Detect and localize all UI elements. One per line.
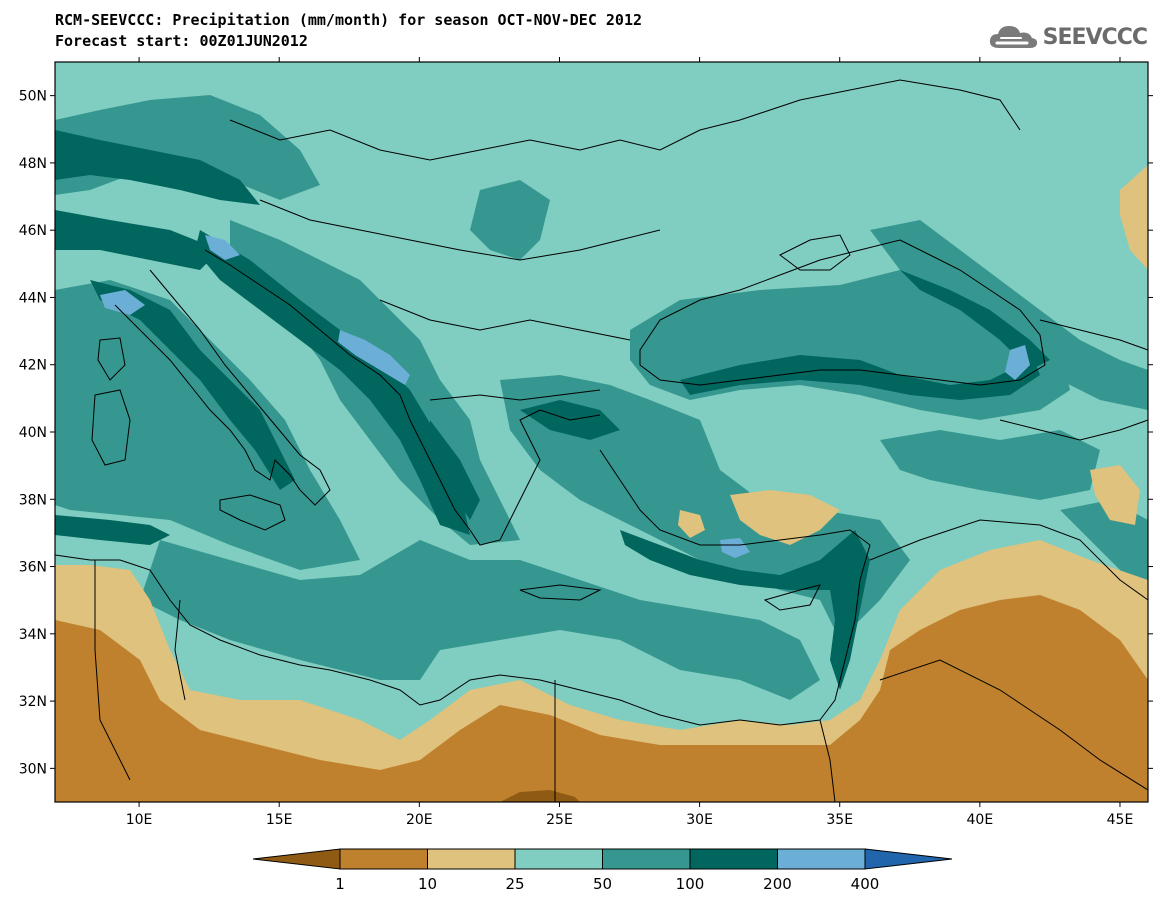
colorbar-label: 10 bbox=[418, 875, 437, 893]
colorbar-segment bbox=[689, 848, 778, 870]
colorbar-label: 1 bbox=[335, 875, 345, 893]
lat-tick-label: 42N bbox=[19, 358, 47, 374]
border-balkans-south bbox=[379, 299, 631, 341]
field-100-200-tunisia bbox=[55, 515, 170, 545]
coast-sardinia bbox=[91, 389, 131, 466]
coast-turkey-south bbox=[599, 449, 871, 546]
logo-text: SEEVCCC bbox=[1042, 24, 1148, 50]
colorbar-label: 400 bbox=[851, 875, 880, 893]
lat-tick-label: 48N bbox=[19, 156, 47, 172]
colorbar-label: 200 bbox=[763, 875, 792, 893]
border-turkey-east bbox=[999, 419, 1148, 441]
border-libya-tunisia bbox=[174, 599, 186, 701]
map-title: RCM-SEEVCCC: Precipitation (mm/month) fo… bbox=[55, 11, 642, 29]
field-50-100-tyrrhenian-adriatic bbox=[55, 280, 360, 570]
forecast-start: Forecast start: 00Z01JUN2012 bbox=[55, 32, 308, 50]
field-200-400-georgia bbox=[1005, 345, 1030, 380]
lon-tick-label: 40E bbox=[967, 812, 994, 828]
lon-tick-label: 15E bbox=[266, 812, 293, 828]
colorbar-segment bbox=[339, 848, 428, 870]
coast-black-sea bbox=[639, 239, 1046, 386]
lat-tick-label: 40N bbox=[19, 425, 47, 441]
field-100-200-dinaric bbox=[195, 230, 470, 535]
field-10-25-syria-east bbox=[1090, 465, 1140, 525]
border-balkans-north bbox=[259, 199, 661, 261]
colorbar-upper-triangle bbox=[864, 848, 953, 870]
colorbar-lower-triangle bbox=[252, 848, 341, 870]
field-10-25-anatolia-west bbox=[678, 510, 705, 538]
seevccc-logo: SEEVCCC bbox=[987, 22, 1148, 52]
coastlines-borders bbox=[55, 79, 1148, 802]
lat-tick-label: 50N bbox=[19, 89, 47, 105]
border-caucasus bbox=[1039, 319, 1148, 351]
border-central-europe bbox=[229, 79, 1021, 161]
coast-greece bbox=[469, 409, 601, 546]
field-10-25-anatolia-plateau bbox=[730, 490, 840, 545]
coast-levant bbox=[819, 544, 871, 721]
longitude-ticks: 10E 15E 20E 25E 30E 35E 40E 45E bbox=[126, 57, 1134, 828]
lat-tick-label: 34N bbox=[19, 627, 47, 643]
lon-tick-label: 25E bbox=[546, 812, 573, 828]
field-100-200-italy-west bbox=[55, 210, 220, 270]
coast-cyprus bbox=[763, 584, 821, 611]
colorbar-label: 25 bbox=[505, 875, 524, 893]
field-10-25-caspian bbox=[1120, 165, 1148, 270]
coast-crete bbox=[519, 584, 602, 601]
border-jordan-saudi bbox=[879, 659, 1148, 791]
field-200-400-liguria bbox=[100, 290, 145, 315]
coast-adriatic-east bbox=[204, 249, 471, 531]
lat-tick-label: 38N bbox=[19, 492, 47, 508]
lat-tick-label: 30N bbox=[19, 761, 47, 777]
field-200-400-montenegro bbox=[338, 330, 410, 385]
coast-crimea bbox=[779, 234, 851, 271]
coast-north-africa bbox=[55, 554, 821, 726]
field-100-200-taurus bbox=[620, 530, 870, 690]
lat-tick-label: 36N bbox=[19, 560, 47, 576]
lat-tick-label: 46N bbox=[19, 223, 47, 239]
lon-tick-label: 45E bbox=[1107, 812, 1134, 828]
lon-tick-label: 20E bbox=[406, 812, 433, 828]
lat-tick-label: 32N bbox=[19, 694, 47, 710]
field-1-10-north-africa bbox=[55, 595, 1148, 802]
coast-italy bbox=[114, 269, 331, 506]
border-syria-iraq bbox=[869, 519, 1148, 601]
field-50-100-carpathians bbox=[470, 180, 550, 260]
lat-tick-label: 44N bbox=[19, 290, 47, 306]
colorbar-label: 100 bbox=[676, 875, 705, 893]
field-100-200-caucasus bbox=[900, 270, 1050, 370]
colorbar-label: 50 bbox=[593, 875, 612, 893]
border-greece-north bbox=[429, 389, 601, 401]
colorbar-segment bbox=[777, 848, 866, 870]
field-100-200-alps bbox=[55, 130, 260, 205]
field-200-400-julian bbox=[205, 235, 240, 260]
colorbar-segment bbox=[427, 848, 516, 870]
coast-corsica bbox=[97, 337, 126, 381]
colorbar: 1 10 25 50 100 200 400 bbox=[252, 848, 953, 893]
title-block: RCM-SEEVCCC: Precipitation (mm/month) fo… bbox=[55, 10, 642, 52]
colorbar-segment bbox=[514, 848, 603, 870]
precipitation-field bbox=[55, 62, 1148, 802]
field-50-100-anatolia-east bbox=[880, 430, 1100, 500]
field-200-400-antalya bbox=[720, 538, 750, 558]
lon-tick-label: 30E bbox=[686, 812, 713, 828]
coast-sicily bbox=[219, 494, 286, 531]
field-50-100-central-med bbox=[140, 540, 820, 700]
field-100-200-pontic bbox=[680, 350, 1040, 400]
field-50-100-caucasus bbox=[870, 220, 1148, 410]
border-sinai bbox=[819, 719, 836, 802]
border-algeria-tunisia bbox=[94, 560, 131, 781]
lon-tick-label: 35E bbox=[826, 812, 853, 828]
lon-tick-label: 10E bbox=[126, 812, 153, 828]
field-100-200-ionian bbox=[430, 420, 480, 520]
cloud-icon bbox=[989, 26, 1037, 48]
colorbar-segment bbox=[602, 848, 691, 870]
latitude-ticks: 30N 32N 34N 36N 38N 40N 42N 44N 46N 48N 50N bbox=[19, 89, 1153, 777]
field-lt1-libya bbox=[500, 790, 580, 802]
